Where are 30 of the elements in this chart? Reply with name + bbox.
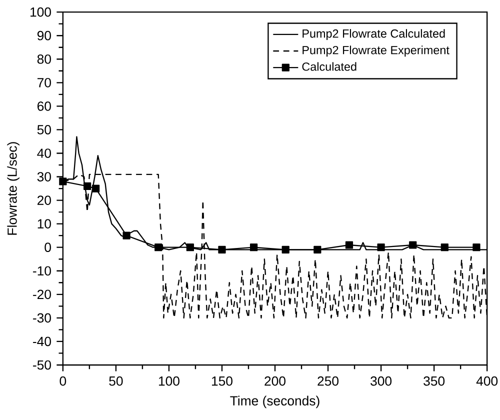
legend-label: Pump2 Flowrate Calculated: [302, 29, 445, 40]
x-axis-title: Time (seconds): [230, 396, 320, 408]
legend-label: Calculated: [302, 62, 356, 71]
y-tick-label: 90: [37, 30, 51, 40]
y-tick-label: 50: [37, 125, 51, 134]
legend-label: Pump2 Flowrate Experiment: [302, 46, 450, 57]
y-axis-title: Flowrate (L/sec): [7, 142, 20, 235]
x-tick-label: 150: [212, 376, 232, 386]
y-tick-label: 10: [38, 219, 51, 228]
x-tick-label: 50: [109, 376, 123, 386]
y-tick-label: -30: [33, 313, 51, 323]
x-tick-label: 250: [318, 376, 338, 386]
x-tick-label: 0: [60, 376, 66, 386]
y-tick-label: -20: [33, 290, 51, 300]
x-tick-label: 400: [476, 376, 498, 386]
y-tick-label: -50: [33, 360, 51, 370]
y-tick-label: 80: [37, 54, 51, 64]
y-tick-label: -10: [33, 266, 51, 276]
x-tick-label: 100: [158, 376, 180, 386]
x-tick-label: 350: [424, 376, 445, 386]
y-tick-label: 30: [37, 172, 51, 182]
y-tick-label: 0: [44, 242, 51, 252]
y-tick-label: 20: [38, 196, 51, 205]
y-tick-label: -40: [33, 336, 51, 346]
x-tick-label: 300: [370, 376, 392, 386]
y-tick-label: 60: [38, 102, 51, 111]
x-tick-label: 200: [264, 376, 286, 386]
y-tick-label: 70: [38, 78, 51, 88]
y-tick-label: 40: [37, 148, 51, 158]
y-tick-label: 100: [30, 7, 51, 17]
